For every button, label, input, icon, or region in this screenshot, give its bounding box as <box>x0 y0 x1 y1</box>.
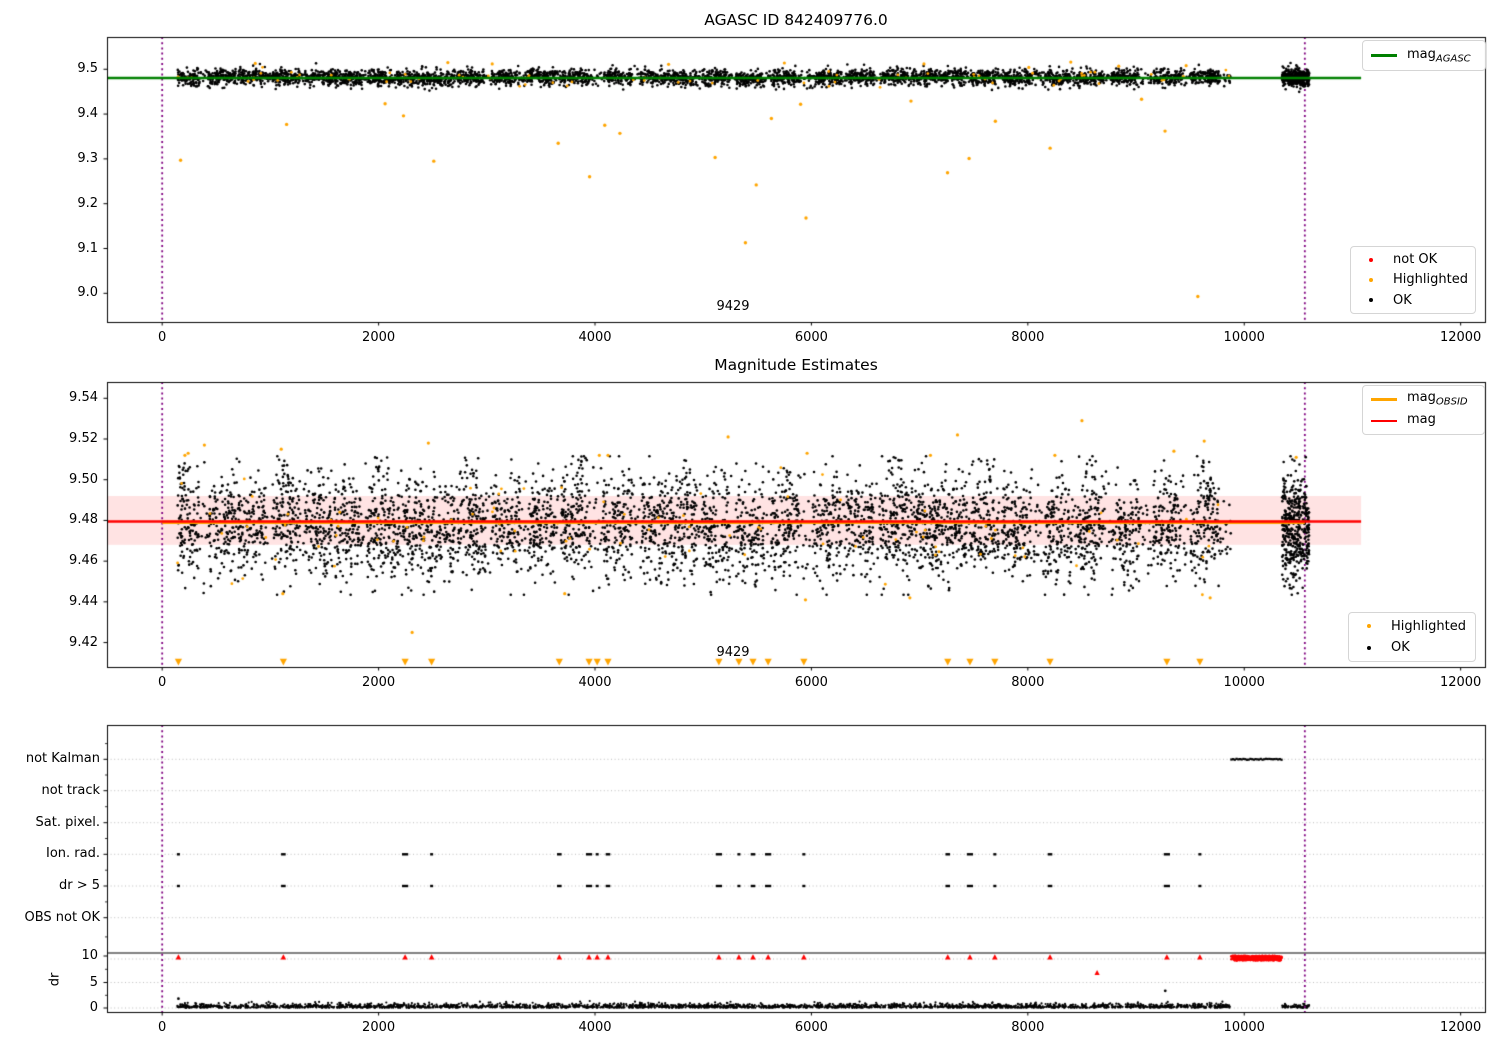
ok-marker-swatch <box>1369 298 1373 303</box>
x-tick-label: 10000 <box>1223 330 1265 345</box>
y-tick-label: 9.4 <box>77 106 98 122</box>
x-tick-label: 0 <box>158 1020 167 1035</box>
flag-row-label: dr > 5 <box>58 878 100 893</box>
flag-row-label: not Kalman <box>25 751 100 767</box>
y-tick-label: 9.50 <box>69 471 98 487</box>
y-tick-label: 9.0 <box>77 285 98 301</box>
dr-tick-label: 5 <box>89 974 98 990</box>
legend-label-highlighted: Highlighted <box>1393 272 1468 288</box>
y-tick-label: 9.46 <box>69 553 98 569</box>
ok-marker-swatch-2 <box>1367 645 1371 650</box>
x-tick-label: 2000 <box>362 675 396 690</box>
y-tick-label: 9.54 <box>69 390 98 406</box>
x-tick-label: 10000 <box>1223 1020 1265 1035</box>
mag-obsid-line-swatch <box>1371 398 1397 401</box>
x-tick-label: 6000 <box>794 1020 828 1035</box>
x-tick-label: 12000 <box>1439 1020 1482 1035</box>
dr-tick-label: 10 <box>81 948 98 963</box>
legend-label-mag-agasc: magAGASC <box>1407 46 1471 65</box>
x-tick-label: 4000 <box>578 1020 612 1035</box>
flag-row-label: Sat. pixel. <box>35 814 100 830</box>
x-tick-label: 8000 <box>1011 330 1045 345</box>
x-tick-label: 0 <box>158 675 167 690</box>
mag-line-swatch <box>1371 419 1397 422</box>
legend-label-ok-2: OK <box>1391 640 1410 656</box>
x-tick-label: 2000 <box>362 330 396 345</box>
legend-top-markers: not OK Highlighted OK <box>1350 246 1476 314</box>
y-tick-label: 9.1 <box>77 240 98 256</box>
x-tick-label: 6000 <box>794 675 828 690</box>
not-ok-marker-swatch <box>1369 257 1373 262</box>
x-tick-label: 12000 <box>1439 330 1482 345</box>
top-plot-title: AGASC ID 842409776.0 <box>704 11 888 29</box>
x-tick-label: 4000 <box>578 675 612 690</box>
y-tick-label: 9.42 <box>69 634 98 650</box>
y-tick-label: 9.48 <box>69 512 98 528</box>
x-tick-label: 0 <box>158 330 167 345</box>
obsid-annotation-top: 9429 <box>716 299 750 314</box>
obsid-annotation-middle: 9429 <box>716 645 750 660</box>
legend-label-mag: mag <box>1407 411 1436 427</box>
x-tick-label: 12000 <box>1439 675 1482 690</box>
legend-label-mag-obsid: magOBSID <box>1407 390 1468 409</box>
mag-agasc-line-swatch <box>1371 54 1397 57</box>
x-tick-label: 8000 <box>1011 1020 1045 1035</box>
y-tick-label: 9.44 <box>69 593 98 609</box>
legend-label-not-ok: not OK <box>1393 252 1438 268</box>
dr-tick-label: 0 <box>89 1000 98 1015</box>
x-tick-label: 4000 <box>578 330 612 345</box>
y-tick-label: 9.5 <box>77 61 98 77</box>
flag-row-label: OBS not OK <box>24 909 101 925</box>
y-tick-label: 9.2 <box>77 195 98 211</box>
legend-label-ok: OK <box>1393 292 1412 308</box>
y-tick-label: 9.3 <box>77 150 98 166</box>
highlighted-marker-swatch-2 <box>1367 624 1371 629</box>
legend-label-highlighted-2: Highlighted <box>1391 618 1466 634</box>
x-tick-label: 2000 <box>362 1020 396 1035</box>
legend-middle-lines: magOBSID mag <box>1362 385 1485 435</box>
x-tick-label: 8000 <box>1011 675 1045 690</box>
flag-row-label: Ion. rad. <box>46 846 100 862</box>
legend-mag-agasc: magAGASC <box>1362 40 1486 71</box>
x-tick-label: 10000 <box>1223 675 1265 690</box>
middle-plot-title: Magnitude Estimates <box>714 356 878 374</box>
highlighted-marker-swatch <box>1369 277 1373 282</box>
legend-middle-markers: Highlighted OK <box>1348 612 1476 662</box>
flag-row-label: not track <box>41 782 100 798</box>
y-tick-label: 9.52 <box>69 431 98 446</box>
x-tick-label: 6000 <box>794 330 828 345</box>
